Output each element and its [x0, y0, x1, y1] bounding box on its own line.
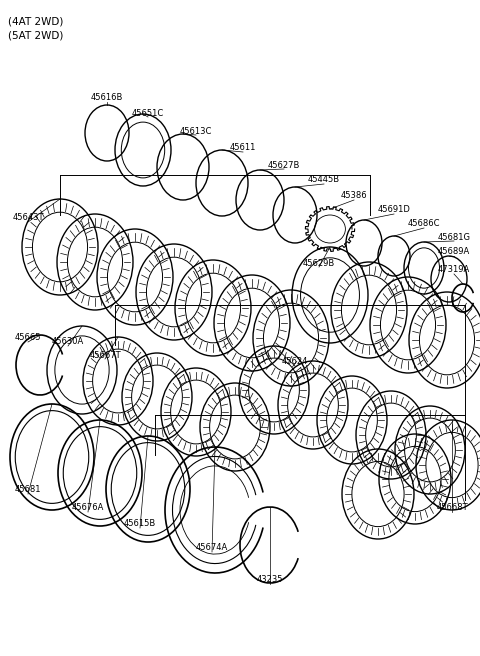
Text: 45681: 45681 — [15, 485, 41, 495]
Text: (5AT 2WD): (5AT 2WD) — [8, 30, 63, 40]
Text: 45674A: 45674A — [196, 544, 228, 552]
Text: 47319A: 47319A — [438, 266, 470, 274]
Text: 43235: 43235 — [257, 575, 283, 584]
Text: 45627B: 45627B — [268, 161, 300, 169]
Text: 45667T: 45667T — [89, 350, 121, 359]
Text: 45643T: 45643T — [12, 213, 44, 222]
Text: 45691D: 45691D — [378, 205, 410, 215]
Text: 45651C: 45651C — [132, 108, 164, 117]
Text: 45611: 45611 — [230, 144, 256, 152]
Text: 45386: 45386 — [341, 192, 367, 201]
Text: 45615B: 45615B — [124, 520, 156, 529]
Text: 45665: 45665 — [15, 333, 41, 342]
Text: 45686C: 45686C — [408, 220, 440, 228]
Text: 45676A: 45676A — [72, 504, 104, 512]
Text: 45445B: 45445B — [308, 176, 340, 184]
Text: 45681G: 45681G — [437, 232, 470, 241]
Text: 45630A: 45630A — [52, 337, 84, 346]
Text: 45629B: 45629B — [303, 258, 335, 268]
Text: 45668T: 45668T — [436, 504, 468, 512]
Text: 45613C: 45613C — [180, 127, 212, 136]
Text: 45616B: 45616B — [91, 94, 123, 102]
Text: 45624: 45624 — [282, 358, 308, 367]
Text: (4AT 2WD): (4AT 2WD) — [8, 16, 63, 26]
Text: 45689A: 45689A — [438, 247, 470, 256]
